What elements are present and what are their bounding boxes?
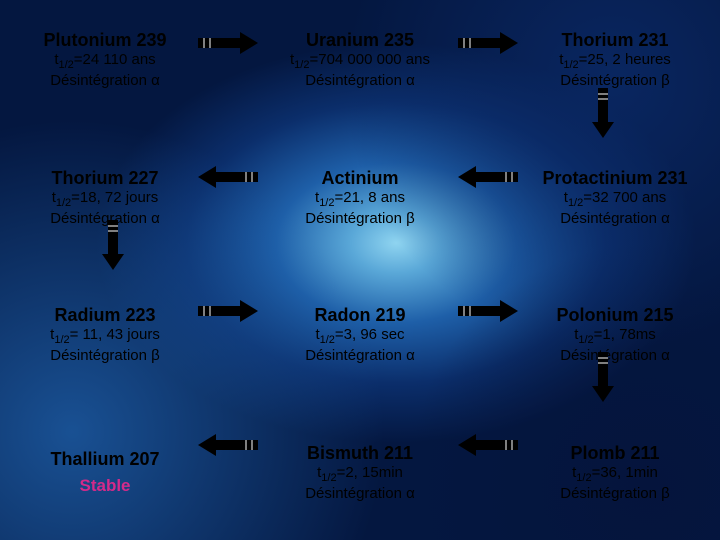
node-th231: Thorium 231 t1/2=25, 2 heures Désintégra…	[510, 12, 720, 110]
node-halflife: t1/2=2, 15min	[317, 464, 403, 485]
node-halflife: t1/2=18, 72 jours	[52, 189, 159, 210]
node-tl207: Thallium 207 Stable	[0, 425, 210, 523]
arrow-left-icon	[198, 166, 258, 188]
arrow-down-icon	[592, 88, 614, 138]
arrow-down-icon	[102, 220, 124, 270]
node-decay: Désintégration α	[50, 72, 160, 90]
node-pb211: Plomb 211 t1/2=36, 1min Désintégration β	[510, 425, 720, 523]
arrow-left-icon	[458, 434, 518, 456]
arrow-left-icon	[198, 434, 258, 456]
node-rn219: Radon 219 t1/2=3, 96 sec Désintégration …	[235, 287, 485, 385]
node-halflife: t1/2=25, 2 heures	[559, 51, 671, 72]
decay-chain-grid: Plutonium 239 t1/2=24 110 ans Désintégra…	[0, 0, 720, 540]
node-halflife: t1/2=3, 96 sec	[315, 326, 404, 347]
node-decay: Désintégration α	[305, 485, 415, 503]
node-stable-label: Stable	[79, 476, 130, 496]
node-halflife: t1/2=21, 8 ans	[315, 189, 405, 210]
node-title: Plomb 211	[570, 444, 659, 464]
node-decay: Désintégration β	[560, 485, 670, 503]
node-decay: Désintégration β	[50, 347, 160, 365]
node-halflife: t1/2=704 000 000 ans	[290, 51, 430, 72]
node-decay: Désintégration α	[560, 347, 670, 365]
node-halflife: t1/2=32 700 ans	[564, 189, 666, 210]
node-title: Uranium 235	[306, 31, 414, 51]
arrow-right-icon	[458, 300, 518, 322]
node-ac: Actinium t1/2=21, 8 ans Désintégration β	[235, 150, 485, 248]
node-po215: Polonium 215 t1/2=1, 78ms Désintégration…	[510, 287, 720, 385]
node-title: Bismuth 211	[307, 444, 413, 464]
node-decay: Désintégration α	[305, 347, 415, 365]
node-title: Thorium 227	[51, 169, 158, 189]
node-title: Actinium	[321, 169, 398, 189]
node-title: Plutonium 239	[43, 31, 166, 51]
arrow-right-icon	[198, 32, 258, 54]
node-pu239: Plutonium 239 t1/2=24 110 ans Désintégra…	[0, 12, 210, 110]
node-bi211: Bismuth 211 t1/2=2, 15min Désintégration…	[235, 425, 485, 523]
node-title: Polonium 215	[556, 306, 673, 326]
node-title: Radium 223	[54, 306, 155, 326]
arrow-down-icon	[592, 352, 614, 402]
arrow-right-icon	[458, 32, 518, 54]
node-title: Thorium 231	[561, 31, 668, 51]
arrow-left-icon	[458, 166, 518, 188]
node-halflife: t1/2=36, 1min	[572, 464, 658, 485]
node-decay: Désintégration β	[305, 210, 415, 228]
node-halflife: t1/2=24 110 ans	[54, 51, 155, 72]
arrow-right-icon	[198, 300, 258, 322]
node-title: Radon 219	[314, 306, 405, 326]
node-halflife: t1/2= 11, 43 jours	[50, 326, 160, 347]
node-ra223: Radium 223 t1/2= 11, 43 jours Désintégra…	[0, 287, 210, 385]
node-decay: Désintégration α	[560, 210, 670, 228]
node-u235: Uranium 235 t1/2=704 000 000 ans Désinté…	[235, 12, 485, 110]
node-title: Thallium 207	[50, 450, 159, 470]
node-title: Protactinium 231	[542, 169, 687, 189]
node-pa231: Protactinium 231 t1/2=32 700 ans Désinté…	[510, 150, 720, 248]
node-halflife: t1/2=1, 78ms	[574, 326, 656, 347]
node-decay: Désintégration β	[560, 72, 670, 90]
node-decay: Désintégration α	[305, 72, 415, 90]
